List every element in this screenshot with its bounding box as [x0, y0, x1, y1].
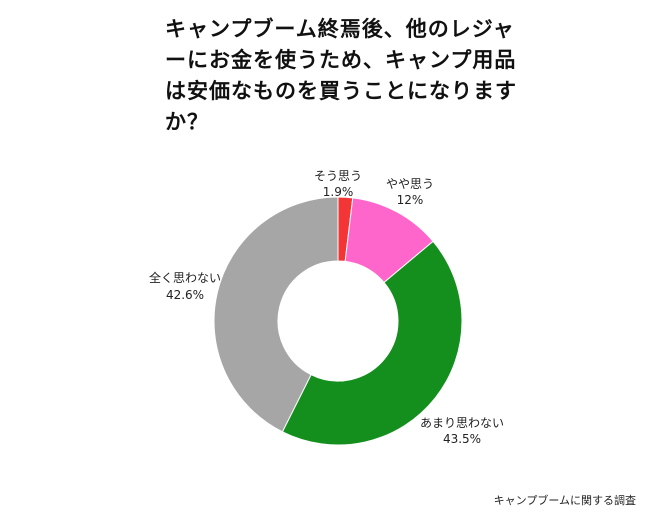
slice-label-value-2: 43.5%	[443, 432, 481, 446]
donut-slice-3	[213, 196, 339, 433]
donut-slice-2	[281, 240, 463, 446]
slice-label-name-2: あまり思わない	[420, 416, 504, 430]
slice-label-value-1: 12%	[397, 193, 424, 207]
source-note: キャンプブームに関する調査	[493, 494, 636, 507]
chart-title: キャンプブーム終焉後、他のレジャーにお金を使うため、キャンプ用品は安価なものを買…	[165, 17, 517, 134]
slice-label-value-3: 42.6%	[166, 288, 204, 302]
slice-label-name-0: そう思う	[314, 169, 362, 183]
slice-label-name-3: 全く思わない	[149, 270, 221, 285]
slice-label-value-0: 1.9%	[323, 185, 354, 199]
slice-label-name-1: やや思う	[386, 177, 434, 191]
